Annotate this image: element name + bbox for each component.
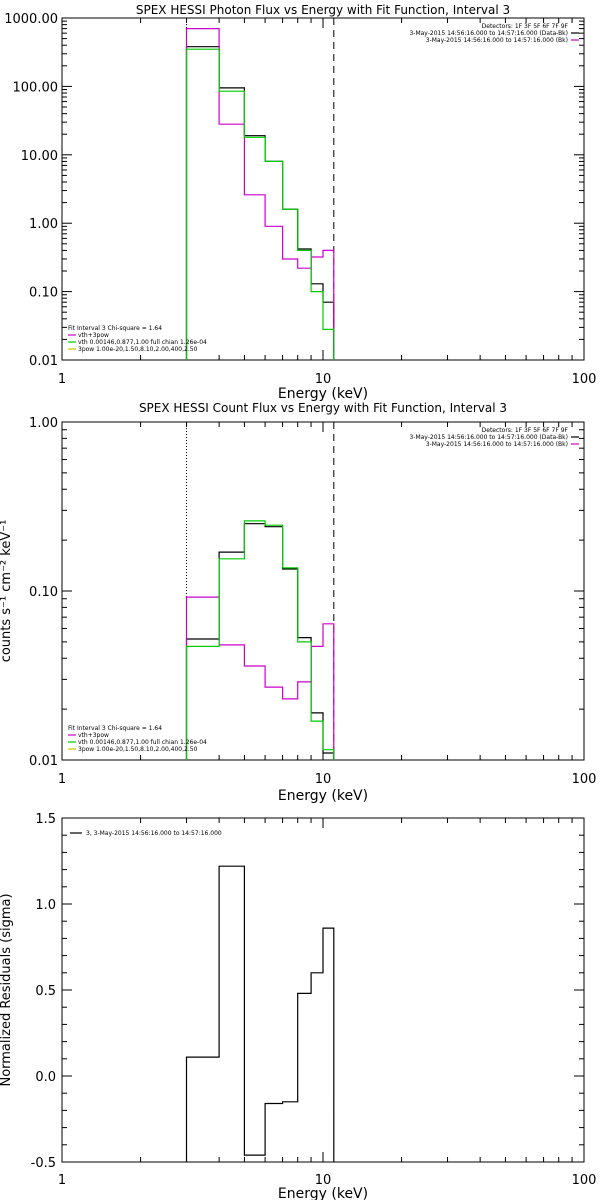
chart-panel-3: 1 10 100 Energy (keV) 1.5 1.0 0.5 0.0 -0.5 Normal… — [0, 812, 596, 1200]
plot-frame — [61, 421, 585, 761]
chart-panel-2: SPEX HESSI Count Flux vs Energy with Fit… — [0, 401, 596, 804]
legend-entry: 3-May-2015 14:56:16.000 to 14:57:16.000 … — [426, 441, 568, 448]
x-axis-label: Energy (keV) — [278, 386, 368, 402]
x-tick-label: 100 — [572, 372, 597, 387]
series-line-data-bk — [185, 523, 335, 760]
y-tick-label: 0.01 — [29, 354, 58, 369]
y-axis-label: Normalized Residuals (sigma) — [0, 893, 14, 1086]
chart-title: SPEX HESSI Count Flux vs Energy with Fit… — [139, 401, 507, 415]
y-tick-label: 0.0 — [35, 1070, 56, 1085]
x-tick-label: 10 — [315, 772, 332, 787]
x-tick-label: 1 — [58, 1173, 66, 1188]
y-tick-label: 1.00 — [29, 416, 58, 431]
y-tick-label: 0.10 — [29, 286, 58, 301]
y-tick-label: 1.5 — [35, 812, 56, 827]
legend-entry: vth+3pow — [78, 332, 109, 339]
x-tick-label: 100 — [572, 1173, 597, 1188]
legend-entry: vth 0.00146,0.877,1.00 full chian 1.26e-… — [78, 339, 207, 346]
legend-entry: Detectors: 1F 3F 5F 6F 7F 9F — [482, 23, 569, 30]
y-tick-label: 0.10 — [29, 585, 58, 600]
legend-entry: Fit Interval 3 Chi-square = 1.64 — [68, 725, 162, 732]
legend-entry: vth 0.00146,0.877,1.00 full chian 1.26e-… — [78, 739, 207, 746]
legend-entry: Detectors: 1F 3F 5F 6F 7F 9F — [482, 427, 569, 434]
y-tick-label: -0.5 — [31, 1156, 56, 1171]
y-tick-label: 10.00 — [21, 149, 58, 164]
legend-entry: 3-May-2015 14:56:16.000 to 14:57:16.000 … — [426, 37, 568, 44]
y-tick-label: 1000.00 — [4, 12, 58, 27]
legend-entry: vth+3pow — [78, 732, 109, 739]
chart-title: SPEX HESSI Photon Flux vs Energy with Fi… — [136, 3, 510, 17]
y-tick-label: 1.0 — [35, 898, 56, 913]
legend-entry: 3-May-2015 14:56:16.000 to 14:57:16.000 … — [409, 434, 568, 441]
legend-entry: 3-May-2015 14:56:16.000 to 14:57:16.000 … — [409, 30, 568, 37]
y-tick-label: 0.5 — [35, 984, 56, 999]
legend-entry: 3, 3-May-2015 14:56:16.000 to 14:57:16.0… — [86, 830, 222, 837]
series-line-bk — [185, 596, 335, 760]
x-tick-label: 100 — [572, 772, 597, 787]
series-line-data-bk — [185, 46, 335, 360]
x-tick-label: 1 — [58, 372, 66, 387]
legend-entry: 3pow 1.00e-20,1.50,8.10,2.00,400,2.50 — [78, 346, 198, 353]
x-axis-label: Energy (keV) — [278, 788, 368, 804]
y-tick-label: 0.01 — [29, 754, 58, 769]
legend-entry: Fit Interval 3 Chi-square = 1.64 — [68, 325, 162, 332]
series-line-residuals — [185, 865, 335, 1162]
legend-entry: 3pow 1.00e-20,1.50,8.10,2.00,400,2.50 — [78, 746, 198, 753]
y-tick-label: 1.00 — [29, 217, 58, 232]
series-line-fit — [185, 520, 335, 760]
x-tick-label: 1 — [58, 772, 66, 787]
x-tick-label: 10 — [315, 372, 332, 387]
x-axis-label: Energy (keV) — [278, 1186, 368, 1200]
chart-panel-1: SPEX HESSI Photon Flux vs Energy with Fi… — [4, 3, 596, 402]
x-tick-label: 10 — [315, 1173, 332, 1188]
plot-frame — [61, 817, 585, 1163]
series-line-fit — [185, 48, 335, 360]
y-tick-label: 100.00 — [13, 80, 59, 95]
series-line-bk — [185, 28, 335, 360]
y-axis-label: counts s⁻¹ cm⁻² keV⁻¹ — [0, 520, 14, 663]
